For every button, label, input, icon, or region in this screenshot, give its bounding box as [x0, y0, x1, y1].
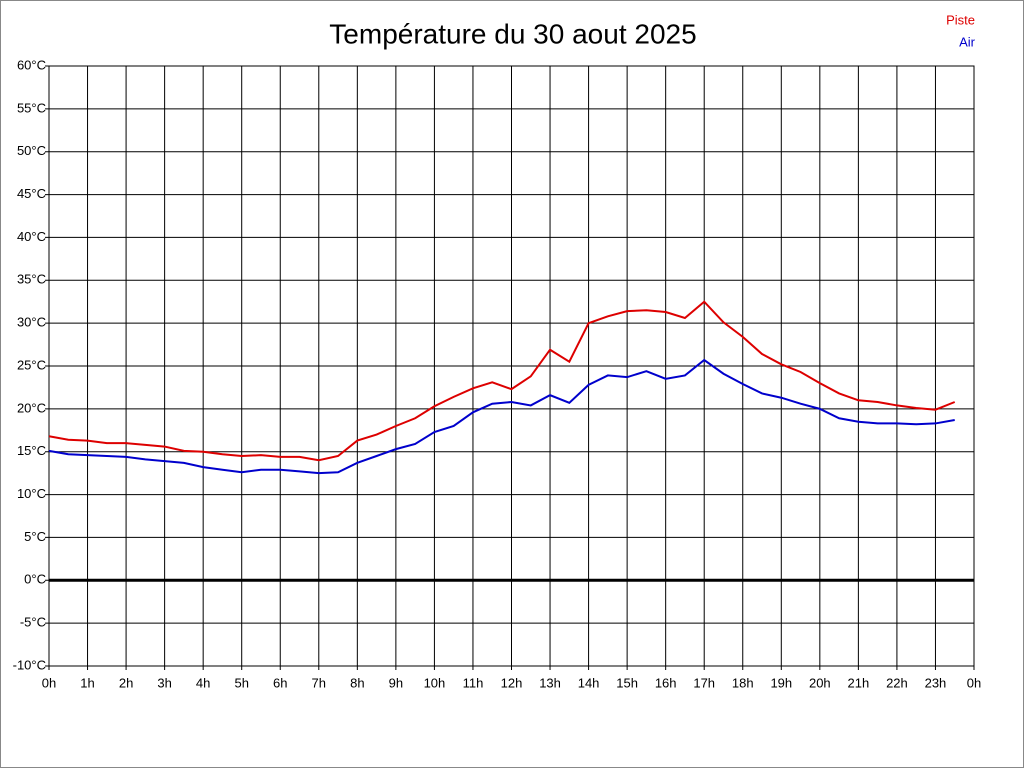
- legend-label: Air: [959, 34, 976, 49]
- y-tick-label: 0°C: [24, 572, 46, 587]
- x-tick-label: 2h: [119, 675, 133, 690]
- x-tick-label: 0h: [42, 675, 56, 690]
- x-tick-label: 20h: [809, 675, 831, 690]
- y-tick-label: 40°C: [17, 229, 46, 244]
- y-tick-label: 15°C: [17, 443, 46, 458]
- x-tick-label: 0h: [967, 675, 981, 690]
- y-tick-label: -10°C: [13, 657, 46, 672]
- x-tick-label: 18h: [732, 675, 754, 690]
- y-tick-label: 20°C: [17, 400, 46, 415]
- x-tick-label: 14h: [578, 675, 600, 690]
- x-tick-label: 12h: [501, 675, 523, 690]
- x-tick-label: 16h: [655, 675, 677, 690]
- x-tick-label: 7h: [312, 675, 326, 690]
- x-tick-label: 11h: [463, 675, 484, 690]
- y-tick-label: 50°C: [17, 143, 46, 158]
- x-tick-label: 6h: [273, 675, 287, 690]
- x-tick-label: 13h: [539, 675, 561, 690]
- y-tick-label: -5°C: [20, 615, 46, 630]
- x-tick-label: 1h: [80, 675, 94, 690]
- y-tick-label: 10°C: [17, 486, 46, 501]
- x-tick-label: 19h: [770, 675, 792, 690]
- x-tick-label: 4h: [196, 675, 210, 690]
- y-tick-label: 60°C: [17, 57, 46, 72]
- y-tick-label: 35°C: [17, 272, 46, 287]
- y-tick-label: 30°C: [17, 315, 46, 330]
- y-tick-label: 25°C: [17, 357, 46, 372]
- legend-label: Piste: [946, 12, 975, 27]
- line: [48, 358, 955, 475]
- y-tick-label: 55°C: [17, 100, 46, 115]
- x-tick-label: 15h: [616, 675, 638, 690]
- chart-title: Température du 30 aout 2025: [329, 18, 696, 49]
- line: [48, 300, 956, 462]
- x-tick-label: 23h: [925, 675, 947, 690]
- x-tick-label: 22h: [886, 675, 908, 690]
- x-tick-label: 8h: [350, 675, 364, 690]
- y-tick-label: 45°C: [17, 186, 46, 201]
- x-tick-label: 17h: [693, 675, 715, 690]
- y-tick-label: 5°C: [24, 529, 46, 544]
- x-tick-label: 10h: [424, 675, 446, 690]
- x-tick-label: 9h: [389, 675, 403, 690]
- x-tick-label: 5h: [234, 675, 248, 690]
- x-tick-label: 3h: [157, 675, 171, 690]
- x-tick-label: 21h: [848, 675, 870, 690]
